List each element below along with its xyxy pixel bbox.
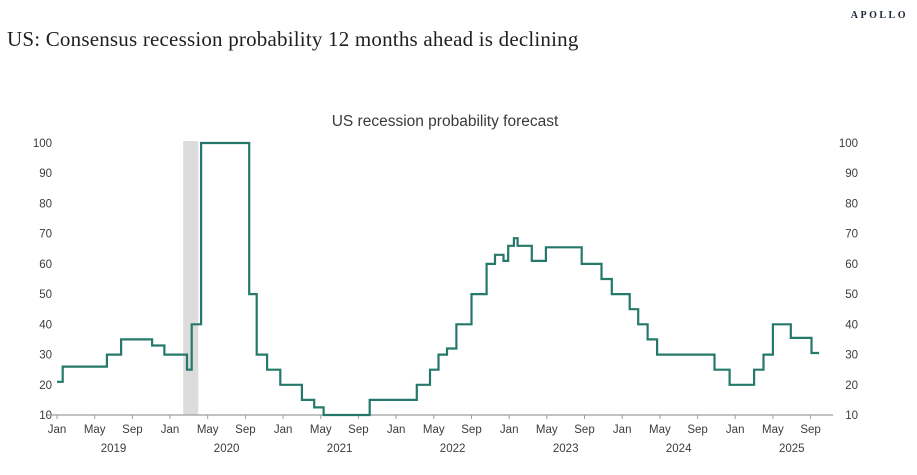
x-axis-month-label: May xyxy=(84,424,106,436)
y-axis-tick-label-right: 20 xyxy=(845,380,858,392)
x-axis-month-label: Sep xyxy=(800,424,820,436)
x-axis-month-label: May xyxy=(423,424,445,436)
y-axis-tick-label-left: 40 xyxy=(39,319,52,331)
x-axis-year-label: 2020 xyxy=(214,443,240,455)
y-axis-tick-label-right: 10 xyxy=(845,410,858,422)
y-axis-tick-label-left: 90 xyxy=(39,168,52,180)
x-axis-month-label: Sep xyxy=(122,424,142,436)
chart-title: US recession probability forecast xyxy=(331,113,559,130)
x-axis-year-label: 2021 xyxy=(327,443,353,455)
x-axis-month-label: Jan xyxy=(726,424,745,436)
y-axis-tick-label-left: 80 xyxy=(39,198,52,210)
probability-step-line xyxy=(57,141,820,417)
x-axis-month-label: May xyxy=(762,424,784,436)
x-axis-year-label: 2019 xyxy=(101,443,127,455)
x-axis-month-label: Sep xyxy=(348,424,368,436)
page-title: US: Consensus recession probability 12 m… xyxy=(7,27,579,51)
y-axis-tick-label-right: 80 xyxy=(845,198,858,210)
y-axis-tick-label-right: 60 xyxy=(845,259,858,271)
x-axis-month-label: Sep xyxy=(235,424,255,436)
x-axis-month-label: Jan xyxy=(387,424,406,436)
apollo-logo: APOLLO xyxy=(850,10,908,21)
x-axis-month-label: Sep xyxy=(687,424,707,436)
y-axis-tick-label-left: 50 xyxy=(39,289,52,301)
x-axis-month-label: Jan xyxy=(274,424,293,436)
x-axis-month-label: Sep xyxy=(574,424,594,436)
y-axis-tick-label-left: 100 xyxy=(33,138,52,150)
x-axis-month-label: Jan xyxy=(500,424,519,436)
x-axis-month-label: May xyxy=(649,424,671,436)
recession-shading-band xyxy=(183,141,199,415)
y-axis-tick-label-left: 20 xyxy=(39,380,52,392)
x-axis-year-label: 2022 xyxy=(440,443,466,455)
y-axis-tick-label-left: 30 xyxy=(39,350,52,362)
y-axis-tick-label-left: 60 xyxy=(39,259,52,271)
x-axis-month-label: Jan xyxy=(613,424,632,436)
y-axis-tick-label-right: 100 xyxy=(839,138,858,150)
x-axis-month-label: Sep xyxy=(461,424,481,436)
x-axis-month-label: Jan xyxy=(48,424,67,436)
y-axis-tick-label-right: 50 xyxy=(845,289,858,301)
x-axis-year-label: 2025 xyxy=(779,443,805,455)
x-axis-year-label: 2024 xyxy=(666,443,692,455)
x-axis-month-label: May xyxy=(310,424,332,436)
y-axis-tick-label-left: 10 xyxy=(39,410,52,422)
y-axis-tick-label-right: 90 xyxy=(845,168,858,180)
y-axis-tick-label-left: 70 xyxy=(39,229,52,241)
x-axis-month-label: Jan xyxy=(161,424,180,436)
x-axis-year-label: 2023 xyxy=(553,443,579,455)
y-axis-tick-label-right: 40 xyxy=(845,319,858,331)
x-axis-month-label: May xyxy=(197,424,219,436)
y-axis-tick-label-right: 70 xyxy=(845,229,858,241)
y-axis-tick-label-right: 30 xyxy=(845,350,858,362)
x-axis-month-label: May xyxy=(536,424,558,436)
